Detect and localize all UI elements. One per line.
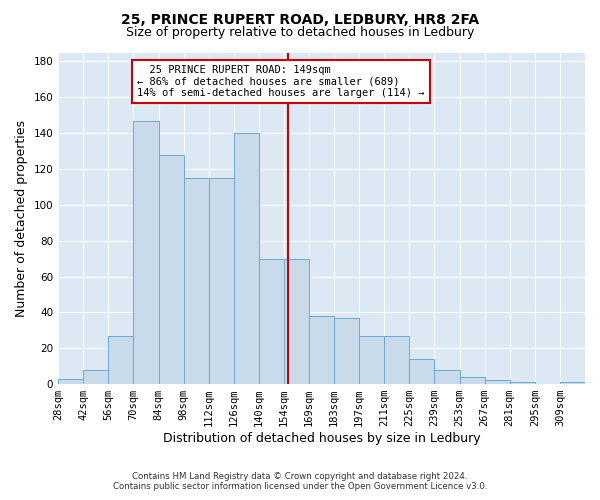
X-axis label: Distribution of detached houses by size in Ledbury: Distribution of detached houses by size …	[163, 432, 481, 445]
Bar	[109, 336, 133, 384]
Bar	[510, 382, 535, 384]
Bar	[184, 178, 209, 384]
Text: Contains HM Land Registry data © Crown copyright and database right 2024.: Contains HM Land Registry data © Crown c…	[132, 472, 468, 481]
Bar	[359, 336, 385, 384]
Bar	[409, 359, 434, 384]
Bar	[158, 154, 184, 384]
Bar	[385, 336, 409, 384]
Bar	[334, 318, 359, 384]
Y-axis label: Number of detached properties: Number of detached properties	[15, 120, 28, 317]
Bar	[83, 370, 109, 384]
Bar	[234, 133, 259, 384]
Text: 25 PRINCE RUPERT ROAD: 149sqm
← 86% of detached houses are smaller (689)
14% of : 25 PRINCE RUPERT ROAD: 149sqm ← 86% of d…	[137, 65, 425, 98]
Text: 25, PRINCE RUPERT ROAD, LEDBURY, HR8 2FA: 25, PRINCE RUPERT ROAD, LEDBURY, HR8 2FA	[121, 12, 479, 26]
Bar	[434, 370, 460, 384]
Bar	[259, 258, 284, 384]
Bar	[309, 316, 334, 384]
Bar	[58, 378, 83, 384]
Bar	[560, 382, 585, 384]
Text: Size of property relative to detached houses in Ledbury: Size of property relative to detached ho…	[126, 26, 474, 39]
Text: Contains public sector information licensed under the Open Government Licence v3: Contains public sector information licen…	[113, 482, 487, 491]
Bar	[133, 120, 158, 384]
Bar	[485, 380, 510, 384]
Bar	[209, 178, 234, 384]
Bar	[460, 377, 485, 384]
Bar	[284, 258, 309, 384]
